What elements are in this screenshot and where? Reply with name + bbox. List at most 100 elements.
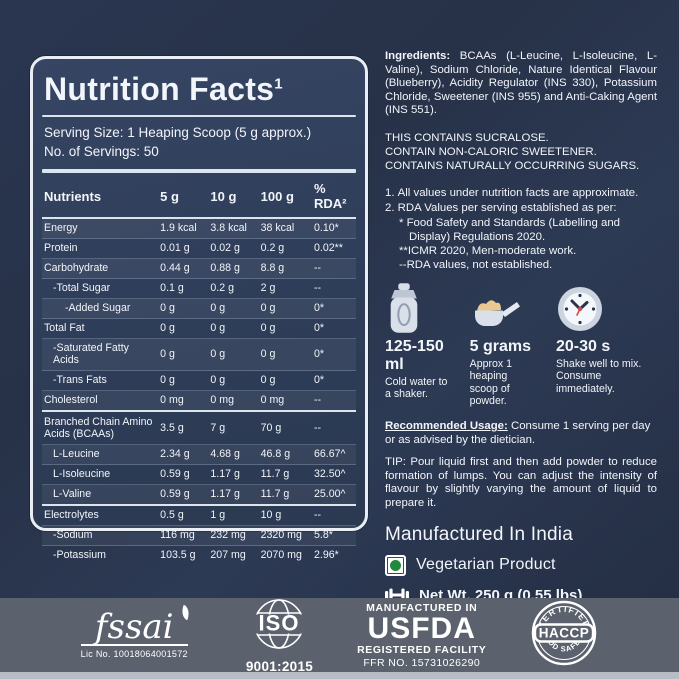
footnote-sub-items: * Food Safety and Standards (Labelling a… (385, 216, 657, 272)
iso-logo: ISO 9001:2015 (246, 597, 313, 674)
ingredients-label: Ingredients: (385, 50, 451, 62)
nutrient-name: -Total Sugar (53, 282, 111, 294)
value-100g: 70 g (260, 422, 282, 434)
nutrient-name: Energy (44, 222, 78, 234)
nutrient-name: L-Leucine (53, 448, 100, 460)
vegetarian-mark-border (387, 556, 404, 574)
nutrient-name: -Trans Fats (53, 374, 107, 386)
value-rda: 0* (314, 348, 325, 360)
value-rda: 0* (314, 302, 325, 314)
ingredients-paragraph: Ingredients: BCAAs (L-Leucine, L-Isoleuc… (385, 50, 657, 118)
nutrient-name: Cholesterol (44, 394, 98, 406)
step-water-caption: Cold water to a shaker. (385, 375, 448, 401)
recommended-usage-text: Consume 1 serving per day or as advised … (385, 419, 651, 446)
fssai-license-number: Lic No. 10018064001572 (80, 649, 188, 659)
value-5g: 0 g (160, 348, 175, 360)
value-100g: 8.8 g (260, 262, 285, 274)
table-row: Energy 1.9 kcal 3.8 kcal 38 kcal 0.10* (42, 218, 356, 239)
step-water-amount: 125-150 ml (385, 337, 444, 373)
vegetarian-mark-dot (390, 559, 401, 571)
footnote-text: RDA Values per serving established as pe… (397, 201, 617, 214)
step-shake: 20-30 s Shake well to mix. Consume immed… (556, 283, 657, 408)
value-10g: 1.17 g (210, 488, 240, 500)
value-100g: 46.8 g (260, 448, 291, 460)
value-5g: 103.5 g (160, 549, 196, 561)
col-header-5g: 5 g (158, 174, 209, 219)
value-5g: 0.44 g (160, 262, 190, 274)
table-row: L-Leucine 2.34 g 4.68 g 46.8 g 66.67^ (42, 444, 356, 465)
tip-paragraph: TIP: Pour liquid first and then add powd… (385, 456, 657, 509)
footer-bottom-strip (0, 672, 679, 679)
table-row: -Potassium 103.5 g 207 mg 2070 mg 2.96* (42, 545, 356, 566)
value-5g: 0.59 g (160, 468, 190, 480)
value-10g: 0.2 g (210, 282, 234, 294)
servings-count-text: No. of Servings: 50 (44, 144, 159, 159)
step-shake-caption: Shake well to mix. Consume immediately. (555, 357, 642, 395)
table-row: -Sodium 116 mg 232 mg 2320 mg 5.8* (42, 525, 356, 546)
svg-text:ISO: ISO (259, 610, 300, 635)
fssai-logo: fssai Lic No. 10018064001572 (80, 604, 202, 659)
value-rda: 0* (314, 322, 325, 334)
value-rda: 66.67^ (314, 448, 346, 460)
value-10g: 3.8 kcal (210, 222, 247, 234)
nutrients-tbody: Energy 1.9 kcal 3.8 kcal 38 kcal 0.10* P… (42, 218, 356, 565)
vegetarian-label: Vegetarian Product (416, 556, 556, 574)
step-water: 125-150 ml Cold water to a shaker. (385, 283, 459, 408)
value-5g: 0.1 g (160, 282, 184, 294)
footnote-sub-item: * Food Safety and Standards (Labelling a… (399, 216, 621, 243)
divider (42, 115, 356, 117)
value-rda: 0.10* (314, 222, 339, 234)
value-5g: 0 g (160, 374, 175, 386)
vegetarian-row: Vegetarian Product (385, 554, 657, 576)
value-5g: 3.5 g (160, 422, 184, 434)
nutrients-table-header: Nutrients 5 g 10 g 100 g % RDA² (42, 174, 356, 219)
table-row: -Added Sugar 0 g 0 g 0 g 0* (42, 298, 356, 319)
nutrient-name: -Sodium (53, 529, 93, 541)
value-10g: 0 g (210, 302, 226, 314)
value-100g: 0 g (260, 322, 276, 334)
col-header-rda: % RDA² (312, 174, 356, 219)
value-10g: 0 g (210, 348, 226, 360)
footnote-2: 2. RDA Values per serving established as… (385, 201, 657, 215)
step-scoop-amount: 5 grams (469, 337, 531, 355)
value-5g: 1.9 kcal (160, 222, 197, 234)
table-row: L-Isoleucine 0.59 g 1.17 g 11.7 g 32.50^ (42, 464, 356, 485)
table-row: Total Fat 0 g 0 g 0 g 0* (42, 318, 356, 339)
recommended-usage-label: Recommended Usage: (385, 419, 508, 432)
step-shake-duration: 20-30 s (555, 337, 611, 355)
value-100g: 0 g (260, 348, 276, 360)
clock-icon (556, 283, 657, 333)
value-rda: 0* (314, 374, 325, 386)
footnote-text: All values under nutrition facts are app… (397, 186, 639, 199)
nutrition-facts-panel: Nutrition Facts1 Serving Size: 1 Heaping… (30, 56, 368, 561)
recommended-usage-paragraph: Recommended Usage: Consume 1 serving per… (385, 420, 657, 447)
nutrient-name: Branched Chain Amino Acids (BCAAs) (44, 416, 153, 440)
shaker-icon (385, 283, 459, 333)
table-row: Cholesterol 0 mg 0 mg 0 mg -- (42, 390, 356, 411)
value-100g: 2070 mg (260, 549, 302, 561)
value-10g: 0 g (210, 322, 226, 334)
footnote-1: 1. All values under nutrition facts are … (385, 186, 657, 200)
value-100g: 2 g (260, 282, 276, 294)
col-header-100g: 100 g (258, 174, 313, 219)
value-rda: 25.00^ (314, 488, 346, 500)
value-10g: 4.68 g (210, 448, 240, 460)
usage-steps: 125-150 ml Cold water to a shaker. 5 gra… (385, 283, 657, 408)
value-100g: 0 g (260, 374, 276, 386)
nutrient-name: -Potassium (53, 549, 106, 561)
usfda-line1: MANUFACTURED IN (366, 601, 478, 614)
value-5g: 0 g (160, 322, 175, 334)
value-100g: 10 g (260, 509, 282, 521)
value-100g: 0 mg (260, 394, 285, 406)
info-column: Ingredients: BCAAs (L-Leucine, L-Isoleuc… (385, 50, 657, 615)
value-100g: 11.7 g (260, 468, 290, 480)
footnote-sub-item: **ICMR 2020, Men-moderate work. (399, 244, 577, 257)
value-10g: 1.17 g (210, 468, 240, 480)
contains-line: CONTAINS NATURALLY OCCURRING SUGARS. (385, 159, 640, 172)
haccp-center-text: HACCP (539, 625, 590, 640)
value-rda: -- (314, 422, 322, 434)
nutrient-name: Protein (44, 242, 78, 254)
value-rda: -- (314, 394, 322, 406)
table-row: Carbohydrate 0.44 g 0.88 g 8.8 g -- (42, 258, 356, 279)
